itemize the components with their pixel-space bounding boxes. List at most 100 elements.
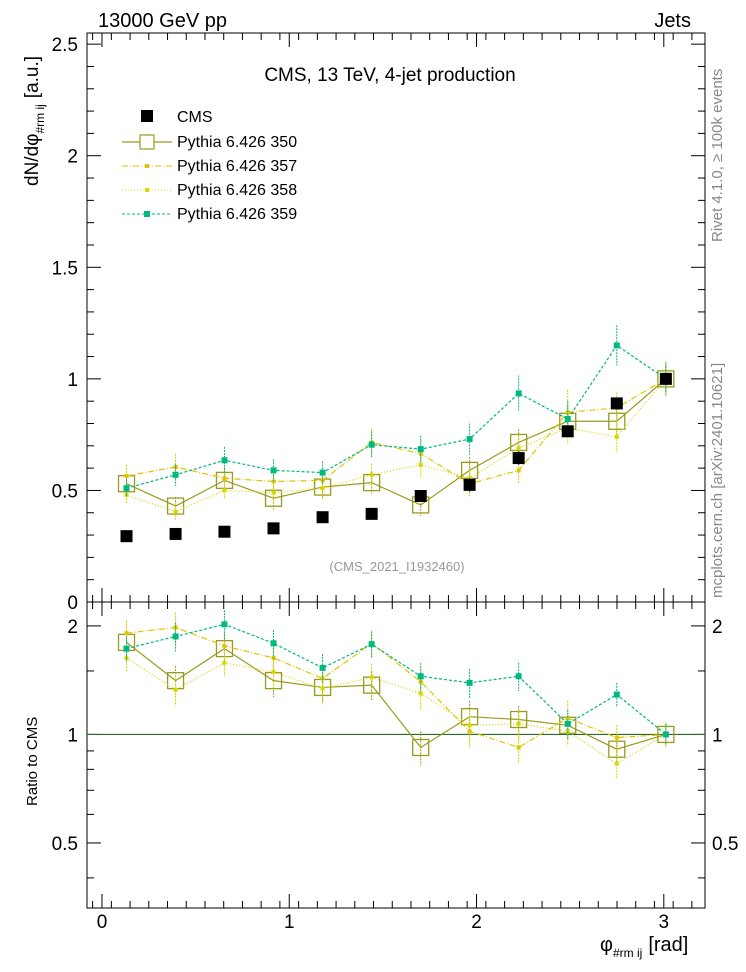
- x-axis-label-text: φ: [600, 934, 613, 956]
- main-point-pythia-6-426-359: [172, 471, 179, 478]
- legend-label-350: Pythia 6.426 350: [177, 134, 297, 151]
- main-point-pythia-6-426-359: [466, 436, 473, 443]
- ratio-point-pythia-6-426-359: [221, 621, 228, 628]
- ratio-point-pythia-6-426-358: [516, 721, 521, 726]
- y-axis-label-main: dN/dφ#rm ij [a.u.]: [22, 56, 47, 186]
- ratio-point-pythia-6-426-358: [222, 660, 227, 665]
- x-axis-label-subscript: #rm ij: [613, 946, 642, 960]
- main-point-pythia-6-426-359: [564, 416, 571, 423]
- y-tick-label-main: 0.5: [52, 481, 78, 502]
- main-point-cms: [365, 507, 378, 520]
- y-axis-label-unit: [a.u.]: [22, 56, 43, 98]
- main-line-pythia-6-426-359: [126, 344, 667, 489]
- x-tick-label: 1: [284, 912, 295, 933]
- y-tick-label-main: 2.5: [52, 35, 78, 56]
- rivet-version-label: Rivet 4.1.0, ≥ 100k events: [709, 69, 726, 242]
- main-point-cms: [316, 511, 329, 524]
- main-point-pythia-6-426-357: [124, 473, 129, 478]
- ratio-point-pythia-6-426-359: [662, 731, 669, 738]
- legend-label-358: Pythia 6.426 358: [177, 182, 297, 199]
- y-tick-label-ratio-right: 0.5: [712, 834, 738, 855]
- ratio-point-pythia-6-426-357: [614, 735, 619, 740]
- main-point-pythia-6-426-357: [418, 451, 423, 456]
- legend-marker-359: [144, 211, 150, 217]
- y-tick-label-main: 2: [67, 147, 78, 168]
- main-point-pythia-6-426-358: [271, 490, 276, 495]
- ratio-point-pythia-6-426-359: [417, 673, 424, 680]
- ratio-point-pythia-6-426-359: [564, 720, 571, 727]
- ratio-panel-frame: [86, 601, 706, 909]
- main-point-pythia-6-426-359: [613, 342, 620, 349]
- main-point-pythia-6-426-359: [123, 485, 130, 492]
- main-point-cms: [169, 527, 182, 540]
- plot-title: CMS, 13 TeV, 4-jet production: [264, 65, 515, 86]
- ratio-point-pythia-6-426-357: [124, 631, 129, 636]
- main-point-pythia-6-426-358: [173, 509, 178, 514]
- ratio-y-axis-label: Ratio to CMS: [24, 717, 41, 806]
- main-point-cms: [610, 397, 623, 410]
- main-point-pythia-6-426-359: [515, 390, 522, 397]
- data-layer: [117, 325, 675, 780]
- main-point-cms: [659, 372, 672, 385]
- ratio-line-pythia-6-426-357: [126, 626, 666, 749]
- legend-marker-358: [145, 188, 149, 192]
- svg-text:dN/dφ#rm ij[a.u.]: dN/dφ#rm ij [a.u.]: [22, 56, 47, 186]
- main-point-pythia-6-426-359: [417, 446, 424, 453]
- y-tick-label-ratio-left: 1: [67, 725, 78, 746]
- legend-marker-357: [145, 164, 149, 168]
- ratio-point-pythia-6-426-359: [172, 633, 179, 640]
- main-point-pythia-6-426-358: [369, 472, 374, 477]
- y-axis-label-subscript: #rm ij: [33, 104, 47, 133]
- y-tick-label-main: 0: [67, 593, 78, 614]
- process-label: Jets: [654, 10, 691, 32]
- x-axis-label: φ#rm ij [rad]: [600, 934, 688, 960]
- axes-layer: 0 1 2 3 0 0.5 1 1.5 2 2.5 0.5 0.5 1 1 2 2: [52, 33, 738, 933]
- main-line-pythia-6-426-357: [126, 378, 667, 485]
- ratio-point-pythia-6-426-359: [319, 664, 326, 671]
- y-tick-label-main: 1: [67, 370, 78, 391]
- legend-label-cms: CMS: [177, 109, 213, 126]
- ratio-point-pythia-6-426-350: [412, 738, 430, 757]
- legend-marker-350: [139, 134, 155, 150]
- ratio-point-pythia-6-426-358: [369, 675, 374, 680]
- legend-label-359: Pythia 6.426 359: [177, 206, 297, 223]
- ratio-point-pythia-6-426-357: [222, 643, 227, 648]
- legend-marker-cms: [141, 110, 153, 122]
- main-point-pythia-6-426-359: [368, 441, 375, 448]
- main-point-cms: [512, 452, 525, 465]
- main-point-pythia-6-426-350: [166, 497, 185, 515]
- y-tick-label-ratio-right: 1: [712, 725, 723, 746]
- main-point-cms: [267, 522, 280, 535]
- main-point-cms: [218, 525, 231, 538]
- main-point-pythia-6-426-358: [320, 486, 325, 491]
- ratio-point-pythia-6-426-359: [466, 679, 473, 686]
- ratio-point-pythia-6-426-358: [418, 691, 423, 696]
- ratio-point-pythia-6-426-359: [270, 640, 277, 647]
- main-point-pythia-6-426-358: [516, 446, 521, 451]
- x-tick-label: 2: [471, 912, 482, 933]
- main-line-pythia-6-426-350: [126, 378, 667, 507]
- main-point-pythia-6-426-359: [221, 457, 228, 464]
- main-point-cms: [463, 478, 476, 491]
- ratio-point-pythia-6-426-358: [467, 723, 472, 728]
- main-point-cms: [414, 490, 427, 503]
- ratio-point-pythia-6-426-358: [320, 686, 325, 691]
- ratio-line-pythia-6-426-358: [126, 657, 667, 765]
- analysis-tag: (CMS_2021_I1932460): [329, 559, 464, 574]
- main-point-pythia-6-426-357: [222, 476, 227, 481]
- ratio-point-pythia-6-426-359: [123, 645, 130, 652]
- legend-label-357: Pythia 6.426 357: [177, 158, 297, 175]
- mcplots-label: mcplots.cern.ch [arXiv:2401.10621]: [709, 363, 726, 598]
- main-point-pythia-6-426-358: [418, 462, 423, 467]
- main-line-pythia-6-426-358: [126, 378, 667, 513]
- x-tick-label: 3: [659, 912, 670, 933]
- legend: CMS Pythia 6.426 350 Pythia 6.426 357 Py…: [122, 109, 297, 223]
- ratio-point-pythia-6-426-359: [613, 691, 620, 698]
- main-point-pythia-6-426-357: [516, 468, 521, 473]
- ratio-line-pythia-6-426-359: [126, 623, 667, 735]
- main-point-pythia-6-426-359: [319, 469, 326, 476]
- ratio-point-pythia-6-426-359: [368, 641, 375, 648]
- energy-label: 13000 GeV pp: [98, 10, 227, 32]
- ratio-point-pythia-6-426-358: [173, 687, 178, 692]
